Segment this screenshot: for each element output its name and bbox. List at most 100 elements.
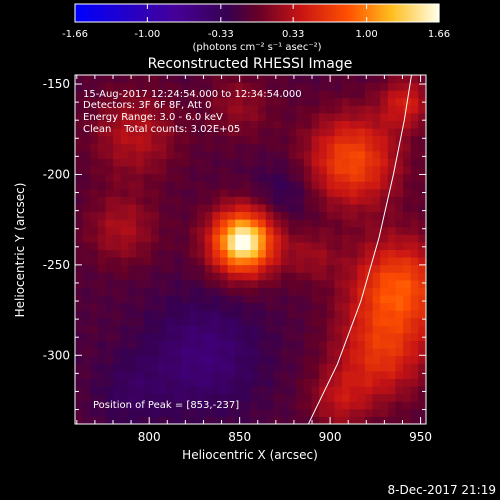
- heatmap-cell: [395, 348, 404, 357]
- heatmap-cell: [204, 310, 213, 319]
- heatmap-cell: [204, 241, 213, 250]
- heatmap-cell: [387, 370, 396, 379]
- y-tick-label: -300: [43, 348, 70, 362]
- heatmap-cell: [105, 348, 114, 357]
- heatmap-cell: [166, 257, 175, 266]
- heatmap-cell: [120, 332, 129, 342]
- heatmap-cell: [120, 386, 129, 395]
- heatmap-cell: [212, 325, 221, 334]
- heatmap-cell: [349, 241, 358, 250]
- heatmap-cell: [75, 249, 84, 258]
- heatmap-cell: [372, 295, 381, 304]
- heatmap-cell: [158, 211, 168, 220]
- heatmap-cell: [82, 203, 91, 213]
- heatmap-cell: [143, 401, 152, 410]
- heatmap-cell: [364, 150, 374, 159]
- heatmap-cell: [235, 181, 244, 190]
- heatmap-cell: [136, 370, 145, 379]
- heatmap-cell: [395, 219, 404, 228]
- heatmap-cell: [326, 219, 335, 228]
- heatmap-cell: [395, 97, 404, 106]
- heatmap-cell: [143, 82, 152, 91]
- heatmap-cell: [349, 75, 358, 84]
- heatmap-cell: [151, 90, 160, 99]
- heatmap-cell: [120, 219, 129, 228]
- heatmap-cell: [204, 264, 213, 273]
- heatmap-cell: [380, 295, 389, 304]
- heatmap-cell: [235, 241, 244, 250]
- heatmap-cell: [136, 188, 145, 197]
- heatmap-cell: [273, 82, 282, 91]
- heatmap-cell: [265, 135, 274, 144]
- heatmap-cell: [204, 128, 213, 137]
- heatmap-cell: [403, 249, 412, 258]
- heatmap-cell: [212, 401, 221, 410]
- heatmap-cell: [97, 279, 107, 288]
- heatmap-cell: [273, 317, 282, 326]
- heatmap-cell: [319, 97, 328, 106]
- heatmap-cell: [410, 128, 419, 137]
- heatmap-cell: [258, 408, 267, 417]
- heatmap-cell: [357, 226, 366, 235]
- heatmap-cell: [158, 302, 168, 311]
- heatmap-cell: [189, 128, 198, 137]
- heatmap-cell: [410, 416, 419, 424]
- heatmap-cell: [387, 340, 396, 349]
- heatmap-cell: [212, 355, 221, 364]
- heatmap-cell: [120, 90, 129, 99]
- heatmap-cell: [380, 97, 389, 106]
- heatmap-cell: [342, 219, 351, 228]
- heatmap-cell: [395, 378, 404, 387]
- heatmap-cell: [158, 257, 168, 266]
- heatmap-cell: [250, 97, 259, 106]
- heatmap-cell: [227, 302, 236, 311]
- heatmap-cell: [273, 332, 282, 342]
- heatmap-cell: [75, 348, 84, 357]
- heatmap-cell: [113, 310, 122, 319]
- heatmap-cell: [105, 135, 114, 144]
- heatmap-cell: [349, 355, 358, 364]
- heatmap-cell: [90, 401, 99, 410]
- heatmap-cell: [227, 340, 236, 349]
- heatmap-cell: [349, 219, 358, 228]
- heatmap-cell: [166, 196, 175, 205]
- solar-limb-line: [307, 75, 412, 424]
- heatmap-cell: [120, 287, 129, 296]
- heatmap-cell: [151, 234, 160, 243]
- heatmap-cell: [410, 317, 419, 326]
- heatmap-cell: [380, 234, 389, 243]
- heatmap-cell: [258, 135, 267, 144]
- heatmap-cell: [342, 105, 351, 114]
- heatmap-cell: [372, 211, 381, 220]
- heatmap-cell: [265, 348, 274, 357]
- heatmap-cell: [151, 97, 160, 106]
- heatmap-cell: [90, 348, 99, 357]
- heatmap-cell: [113, 82, 122, 91]
- heatmap-cell: [326, 75, 335, 84]
- heatmap-cell: [97, 173, 107, 182]
- heatmap-cell: [395, 234, 404, 243]
- heatmap-cell: [235, 196, 244, 205]
- heatmap-cell: [235, 317, 244, 326]
- heatmap-cell: [113, 75, 122, 84]
- heatmap-cell: [75, 241, 84, 250]
- heatmap-cell: [288, 188, 297, 197]
- heatmap-cell: [250, 348, 259, 357]
- heatmap-cell: [387, 348, 396, 357]
- heatmap-cell: [395, 241, 404, 250]
- heatmap-cell: [204, 332, 213, 342]
- heatmap-cell: [364, 203, 374, 213]
- heatmap-cell: [204, 203, 213, 213]
- plot-frame: [74, 74, 427, 425]
- heatmap-cell: [189, 135, 198, 144]
- heatmap-cell: [82, 143, 91, 152]
- heatmap-cell: [120, 370, 129, 379]
- heatmap-cell: [181, 105, 190, 114]
- colorbar-segment: [363, 4, 367, 22]
- heatmap-cell: [296, 257, 305, 266]
- heatmap-cell: [250, 279, 259, 288]
- heatmap-cell: [136, 241, 145, 250]
- colorbar-segment: [429, 4, 434, 22]
- heatmap-cell: [250, 401, 259, 410]
- heatmap-cell: [387, 416, 396, 424]
